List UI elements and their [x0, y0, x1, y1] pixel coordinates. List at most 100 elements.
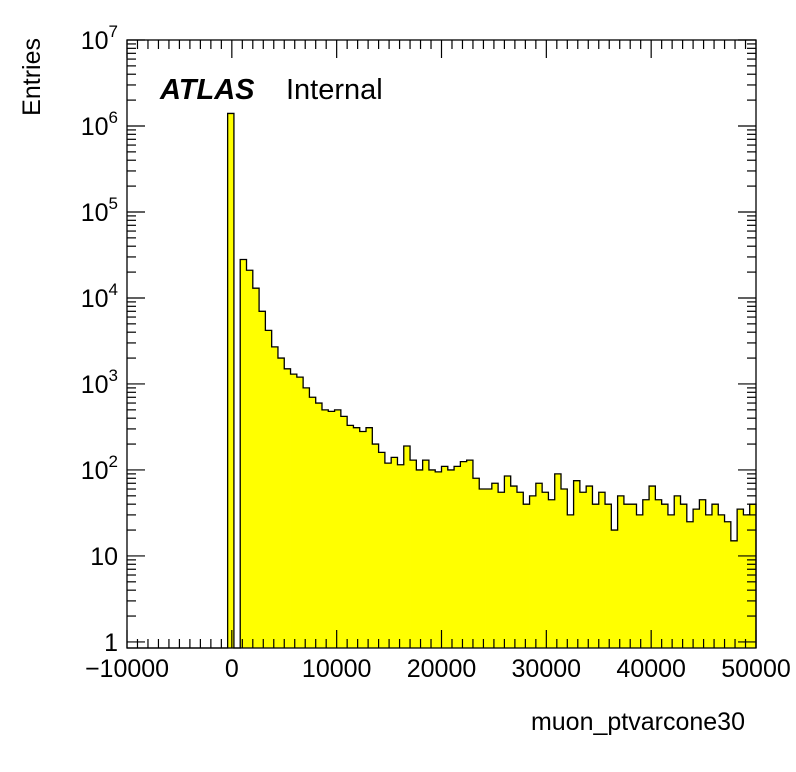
histogram-bin: [605, 504, 612, 648]
y-axis-title: Entries: [18, 38, 46, 116]
histogram-bin: [328, 411, 335, 648]
axis-ticks: [126, 39, 757, 648]
histogram-bin: [259, 311, 266, 648]
histogram-bin: [642, 499, 650, 648]
histogram-bin: [592, 504, 600, 648]
histogram-bin: [321, 409, 329, 648]
histogram-bin: [523, 504, 530, 648]
histogram-bin: [284, 368, 291, 648]
histogram-bin: [372, 444, 379, 648]
histogram-bin: [661, 504, 669, 648]
histogram-bin: [718, 514, 725, 648]
y-tick-label: 1: [104, 629, 118, 657]
x-tick-label: 40000: [616, 655, 686, 683]
histogram-bin: [479, 489, 486, 648]
histogram-bin: [554, 473, 562, 648]
histogram-bin: [598, 492, 606, 648]
histogram-bin: [548, 499, 556, 648]
histogram-bin: [730, 540, 738, 648]
x-tick-label: 20000: [407, 655, 477, 683]
histogram-bin: [347, 425, 354, 648]
y-tick-labels: 1 10 102 103 104 105 106 107: [81, 22, 118, 657]
histogram-bars: [227, 113, 757, 649]
histogram-bin: [674, 495, 681, 648]
histogram-bin: [397, 464, 405, 648]
histogram-bin: [252, 288, 260, 648]
histogram-bin: [271, 346, 279, 648]
histogram-bin: [334, 409, 342, 648]
y-tick-label: 107: [81, 22, 118, 55]
x-tick-label: 30000: [512, 655, 582, 683]
histogram-bin: [472, 478, 480, 648]
histogram-bin: [504, 476, 512, 648]
histogram-bin: [466, 460, 474, 648]
histogram-bin: [447, 469, 455, 648]
histogram-bin: [617, 495, 625, 648]
histogram-bin: [309, 397, 317, 648]
histogram-bin: [561, 489, 568, 648]
histogram-bin: [743, 514, 751, 648]
histogram-bin: [315, 403, 323, 648]
histogram-bin: [699, 499, 707, 648]
y-tick-label: 106: [81, 108, 118, 141]
histogram-bin: [410, 460, 417, 648]
histogram-bin: [686, 521, 694, 648]
histogram-bin: [611, 530, 619, 648]
histogram-bin: [680, 504, 688, 648]
histogram-bin: [636, 514, 644, 648]
histogram-outline: [127, 112, 757, 649]
histogram-bin: [303, 387, 310, 648]
x-tick-label: 0: [225, 655, 239, 683]
histogram-bin: [277, 358, 285, 648]
histogram-bin: [441, 466, 449, 648]
histogram-bin: [435, 471, 442, 648]
histogram-bin: [391, 457, 398, 648]
histogram-bin: [586, 486, 593, 648]
histogram-bin: [630, 504, 637, 648]
histogram-bin: [290, 374, 298, 648]
histogram-bin: [498, 492, 505, 648]
histogram-bin: [749, 504, 757, 648]
histogram-bin: [340, 416, 348, 648]
x-tick-label: −10000: [85, 655, 169, 683]
histogram-bin: [705, 514, 713, 648]
histogram-bin: [573, 480, 581, 648]
histogram-bin: [711, 504, 719, 648]
y-tick-label: 102: [81, 452, 118, 485]
histogram-bin: [737, 509, 744, 648]
histogram-bin: [359, 431, 367, 648]
histogram-bin: [460, 461, 468, 648]
y-tick-label: 10: [90, 543, 118, 571]
x-axis-title: muon_ptvarcone30: [531, 708, 745, 736]
atlas-label: ATLAS: [159, 74, 255, 106]
histogram-bin: [649, 486, 656, 648]
x-tick-label: 10000: [302, 655, 372, 683]
histogram-bin: [403, 445, 411, 648]
histogram-bin: [623, 504, 631, 648]
histogram-bin: [655, 499, 663, 648]
histogram-bin: [246, 270, 254, 648]
y-tick-label: 105: [81, 194, 118, 227]
y-tick-label: 103: [81, 366, 118, 399]
x-tick-label: 50000: [721, 655, 791, 683]
histogram-bin: [265, 330, 273, 648]
histogram-bin: [378, 452, 386, 648]
internal-label: Internal: [286, 74, 383, 106]
histogram-bin: [724, 521, 732, 648]
histogram-bin: [542, 492, 549, 648]
histogram-bin: [454, 466, 461, 648]
histogram-bin: [693, 509, 700, 648]
x-tick-labels: −10000 0 10000 20000 30000 40000 50000: [85, 655, 791, 683]
histogram-bin: [535, 483, 543, 648]
histogram-bin: [296, 377, 304, 648]
histogram-bin: [416, 469, 424, 648]
histogram-bin: [516, 492, 524, 648]
histogram-bin: [491, 483, 499, 648]
histogram-bin: [485, 489, 493, 648]
histogram-bin: [510, 486, 518, 648]
histogram-bin: [529, 495, 537, 648]
histogram-bin: [366, 427, 373, 648]
histogram-bin: [353, 427, 361, 648]
histogram-bin: [579, 492, 587, 648]
